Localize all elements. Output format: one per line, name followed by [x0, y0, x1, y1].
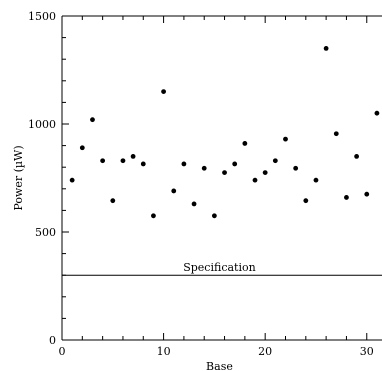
data-point	[201, 165, 207, 171]
x-axis-label: Base	[206, 360, 233, 371]
data-point	[191, 201, 197, 207]
data-point	[171, 188, 177, 194]
data-point	[364, 191, 370, 197]
data-point	[333, 131, 339, 137]
data-point	[90, 117, 95, 123]
data-point	[242, 141, 248, 146]
data-point	[140, 161, 146, 167]
data-point	[69, 177, 75, 183]
data-point	[181, 161, 187, 167]
data-point	[344, 195, 349, 200]
data-point	[222, 170, 227, 176]
data-point	[151, 213, 156, 219]
data-point	[161, 89, 166, 94]
x-tick-label: 10	[157, 345, 171, 358]
x-tick-label: 0	[59, 345, 66, 358]
data-point	[374, 110, 380, 116]
data-point	[79, 145, 85, 151]
data-point	[293, 165, 299, 171]
data-point	[272, 158, 278, 164]
x-tick-label: 30	[360, 345, 374, 358]
data-point	[323, 46, 329, 51]
y-tick-label: 1500	[28, 10, 56, 23]
data-point	[262, 170, 268, 176]
data-point	[354, 154, 360, 159]
data-point	[100, 158, 106, 164]
data-point	[232, 161, 238, 167]
y-tick-label: 500	[35, 226, 56, 239]
data-point	[110, 198, 116, 204]
y-tick-label: 1000	[28, 118, 56, 131]
x-tick-label: 20	[258, 345, 272, 358]
data-point	[303, 198, 309, 204]
specification-label: Specification	[183, 261, 255, 274]
y-axis-label: Power (µW)	[12, 145, 25, 210]
y-tick-label: 0	[49, 334, 56, 347]
data-point	[130, 154, 136, 159]
data-point	[252, 177, 258, 183]
data-point	[283, 136, 288, 142]
data-point	[313, 177, 319, 183]
data-point	[120, 158, 126, 164]
data-point	[211, 213, 217, 219]
